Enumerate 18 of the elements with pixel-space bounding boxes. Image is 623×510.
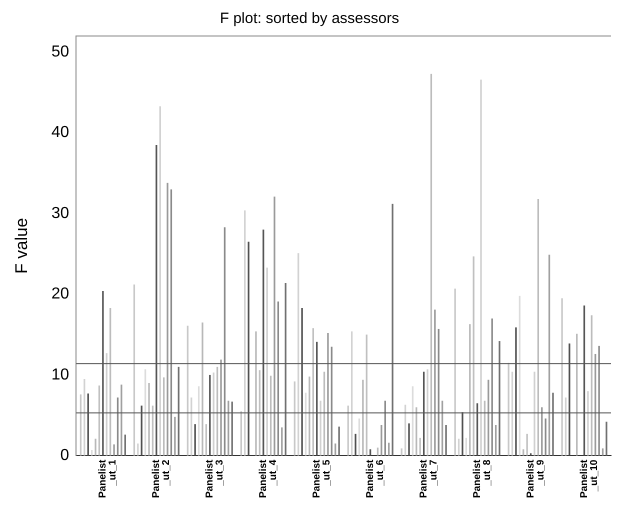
x-tick-label: Panelist_ut_5: [312, 458, 333, 498]
y-tick-label: 50: [51, 44, 70, 61]
x-tick-label: Panelist_ut_8: [472, 458, 494, 498]
x-tick-label: Panelist_ut_1: [98, 458, 119, 498]
chart-title: F plot: sorted by assessors: [220, 10, 400, 28]
y-axis-title: F value: [12, 218, 31, 274]
y-tick-label: 0: [60, 447, 70, 464]
x-tick-label: Panelist_ut_6: [365, 458, 386, 498]
x-tick-label: Panelist_ut_3: [204, 458, 226, 498]
y-tick-label: 40: [51, 124, 70, 142]
x-tick-label: Panelist_ut_10: [579, 458, 600, 498]
y-tick-label: 10: [51, 366, 70, 384]
y-tick-label: 20: [51, 286, 70, 303]
x-tick-label: Panelist_ut_9: [526, 458, 547, 498]
x-tick-label: Panelist_ut_2: [151, 458, 172, 498]
x-tick-label: Panelist_ut_7: [418, 458, 440, 498]
x-tick-label: Panelist_ut_4: [258, 458, 280, 498]
y-tick-label: 30: [51, 204, 70, 222]
